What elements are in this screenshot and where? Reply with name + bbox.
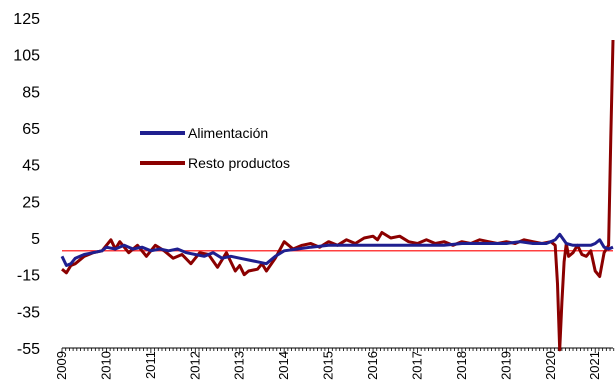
legend-label-alimentacion: Alimentación [188,125,268,141]
x-tick-label: 2016 [365,351,380,380]
legend: Alimentación Resto productos [140,125,290,171]
y-tick-label: 25 [22,194,40,211]
x-tick-label: 2009 [54,351,69,380]
legend-label-resto-productos: Resto productos [188,155,290,171]
x-axis-ticks: 2009 2010 2011 2012 2013 2014 2015 2016 2017 2018… [54,351,602,380]
y-tick-label: 125 [13,11,40,28]
y-tick-label: -55 [17,341,40,358]
x-tick-label: 2021 [587,351,602,380]
y-tick-label: -15 [17,268,40,285]
x-tick-label: 2010 [98,351,113,380]
x-tick-label: 2014 [276,351,291,380]
x-axis-minor-ticks [61,348,615,353]
y-tick-label: 85 [22,84,40,101]
legend-item-alimentacion: Alimentación [140,125,268,141]
x-tick-label: 2017 [409,351,424,380]
x-tick-label: 2018 [454,351,469,380]
series-line-resto-productos [61,39,615,352]
x-tick-label: 2011 [143,351,158,379]
y-tick-label: -35 [17,304,40,321]
series-line-alimentacion [60,232,614,267]
x-tick-label: 2012 [187,351,202,380]
y-tick-label: 105 [13,48,40,65]
x-tick-label: 2013 [232,351,247,380]
series-lines [60,39,615,352]
y-tick-label: 5 [31,231,40,248]
x-tick-label: 2015 [321,351,336,380]
y-axis-ticks: 125 105 85 65 45 25 5 -15 -35 -55 [13,11,40,358]
y-tick-label: 65 [22,121,40,138]
x-tick-label: 2020 [543,351,558,380]
legend-item-resto-productos: Resto productos [140,155,290,171]
y-tick-label: 45 [22,158,40,175]
x-tick-label: 2019 [498,351,513,380]
